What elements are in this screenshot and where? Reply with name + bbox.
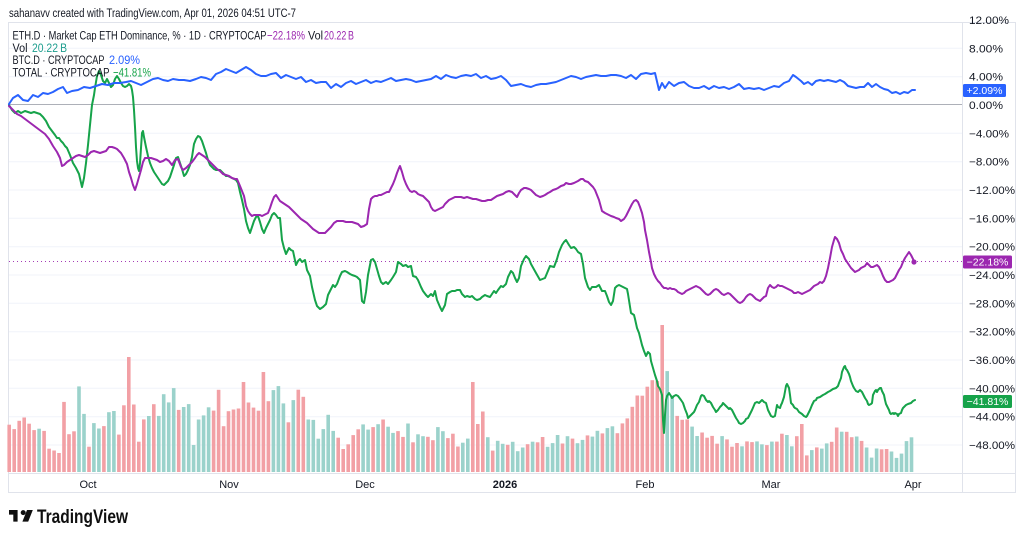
svg-text:−22.18%: −22.18%	[967, 257, 1009, 269]
svg-text:0.00%: 0.00%	[969, 100, 1003, 112]
svg-text:sahanavv created with TradingV: sahanavv created with TradingView.com, A…	[9, 6, 296, 20]
svg-text:12.00%: 12.00%	[969, 15, 1009, 27]
svg-text:Apr: Apr	[904, 479, 921, 491]
svg-text:2026: 2026	[493, 479, 517, 491]
svg-text:−24.00%: −24.00%	[969, 270, 1015, 282]
svg-text:Oct: Oct	[79, 479, 96, 491]
svg-text:−40.00%: −40.00%	[969, 383, 1015, 395]
svg-text:TradingView: TradingView	[37, 507, 128, 528]
svg-text:−4.00%: −4.00%	[969, 128, 1009, 140]
svg-text:ETH.D · Market Cap ETH Dominan: ETH.D · Market Cap ETH Dominance, % · 1D…	[13, 29, 267, 43]
svg-text:Mar: Mar	[762, 479, 781, 491]
svg-text:−20.00%: −20.00%	[969, 242, 1015, 254]
svg-text:4.00%: 4.00%	[969, 72, 1003, 84]
svg-text:Dec: Dec	[355, 479, 375, 491]
svg-text:−28.00%: −28.00%	[969, 298, 1015, 310]
svg-text:2.09%: 2.09%	[109, 53, 140, 67]
svg-text:−44.00%: −44.00%	[969, 412, 1015, 424]
svg-text:−48.00%: −48.00%	[969, 440, 1015, 452]
svg-text:Feb: Feb	[636, 479, 655, 491]
svg-text:−12.00%: −12.00%	[969, 185, 1015, 197]
svg-text:−32.00%: −32.00%	[969, 327, 1015, 339]
svg-text:Nov: Nov	[219, 479, 239, 491]
svg-text:+2.09%: +2.09%	[967, 85, 1003, 97]
svg-text:−41.81%: −41.81%	[113, 66, 151, 80]
svg-text:−16.00%: −16.00%	[969, 213, 1015, 225]
svg-text:BTC.D · CRYPTOCAP: BTC.D · CRYPTOCAP	[13, 53, 105, 67]
svg-text:20.22 B: 20.22 B	[32, 41, 67, 55]
svg-text:8.00%: 8.00%	[969, 43, 1003, 55]
svg-text:Vol: Vol	[308, 29, 323, 43]
svg-text:TOTAL · CRYPTOCAP: TOTAL · CRYPTOCAP	[13, 66, 110, 80]
svg-text:−41.81%: −41.81%	[967, 396, 1009, 408]
svg-text:−8.00%: −8.00%	[969, 157, 1009, 169]
svg-text:Vol: Vol	[13, 41, 28, 55]
svg-text:20.22 B: 20.22 B	[324, 29, 354, 43]
svg-text:−36.00%: −36.00%	[969, 355, 1015, 367]
svg-text:−22.18%: −22.18%	[267, 29, 305, 43]
